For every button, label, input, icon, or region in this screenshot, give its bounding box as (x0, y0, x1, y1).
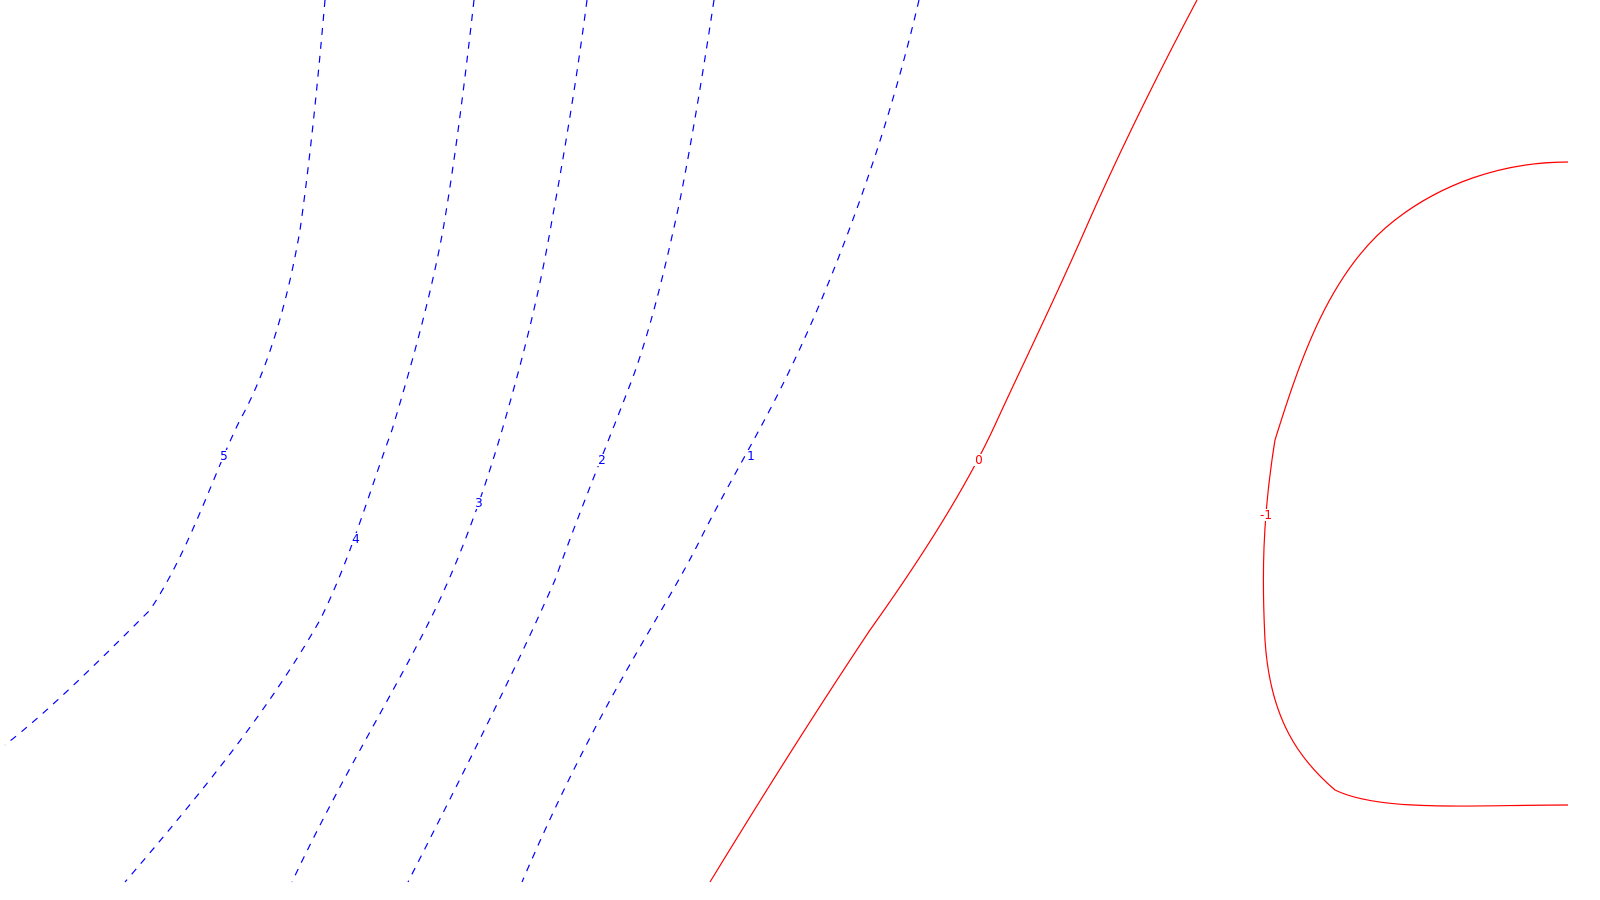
contour-label-neg1: -1 (1260, 508, 1272, 522)
contour-line-4 (124, 0, 475, 883)
contour-label-background (596, 454, 608, 466)
contour-labels: 5 4 3 2 1 0 -1 (218, 449, 1275, 546)
contour-label-background (745, 450, 757, 462)
contour-label-4: 4 (352, 532, 360, 546)
contour-lines (4, 0, 1569, 883)
contour-line-1 (521, 0, 920, 883)
contour-label-background (1257, 509, 1275, 521)
contour-label-background (350, 533, 362, 545)
contour-line-2 (407, 0, 715, 883)
contour-line-0 (709, 0, 1198, 883)
contour-label-0: 0 (975, 453, 983, 467)
contour-line-5 (4, 0, 326, 746)
contour-label-background (473, 497, 485, 509)
contour-label-background (973, 454, 985, 466)
contour-line-3 (291, 0, 588, 883)
contour-label-1: 1 (747, 449, 755, 463)
contour-label-2: 2 (598, 453, 606, 467)
contour-line-neg1 (1262, 161, 1569, 807)
contour-label-3: 3 (475, 496, 483, 510)
contour-label-background (218, 450, 230, 462)
contour-label-5: 5 (220, 449, 228, 463)
